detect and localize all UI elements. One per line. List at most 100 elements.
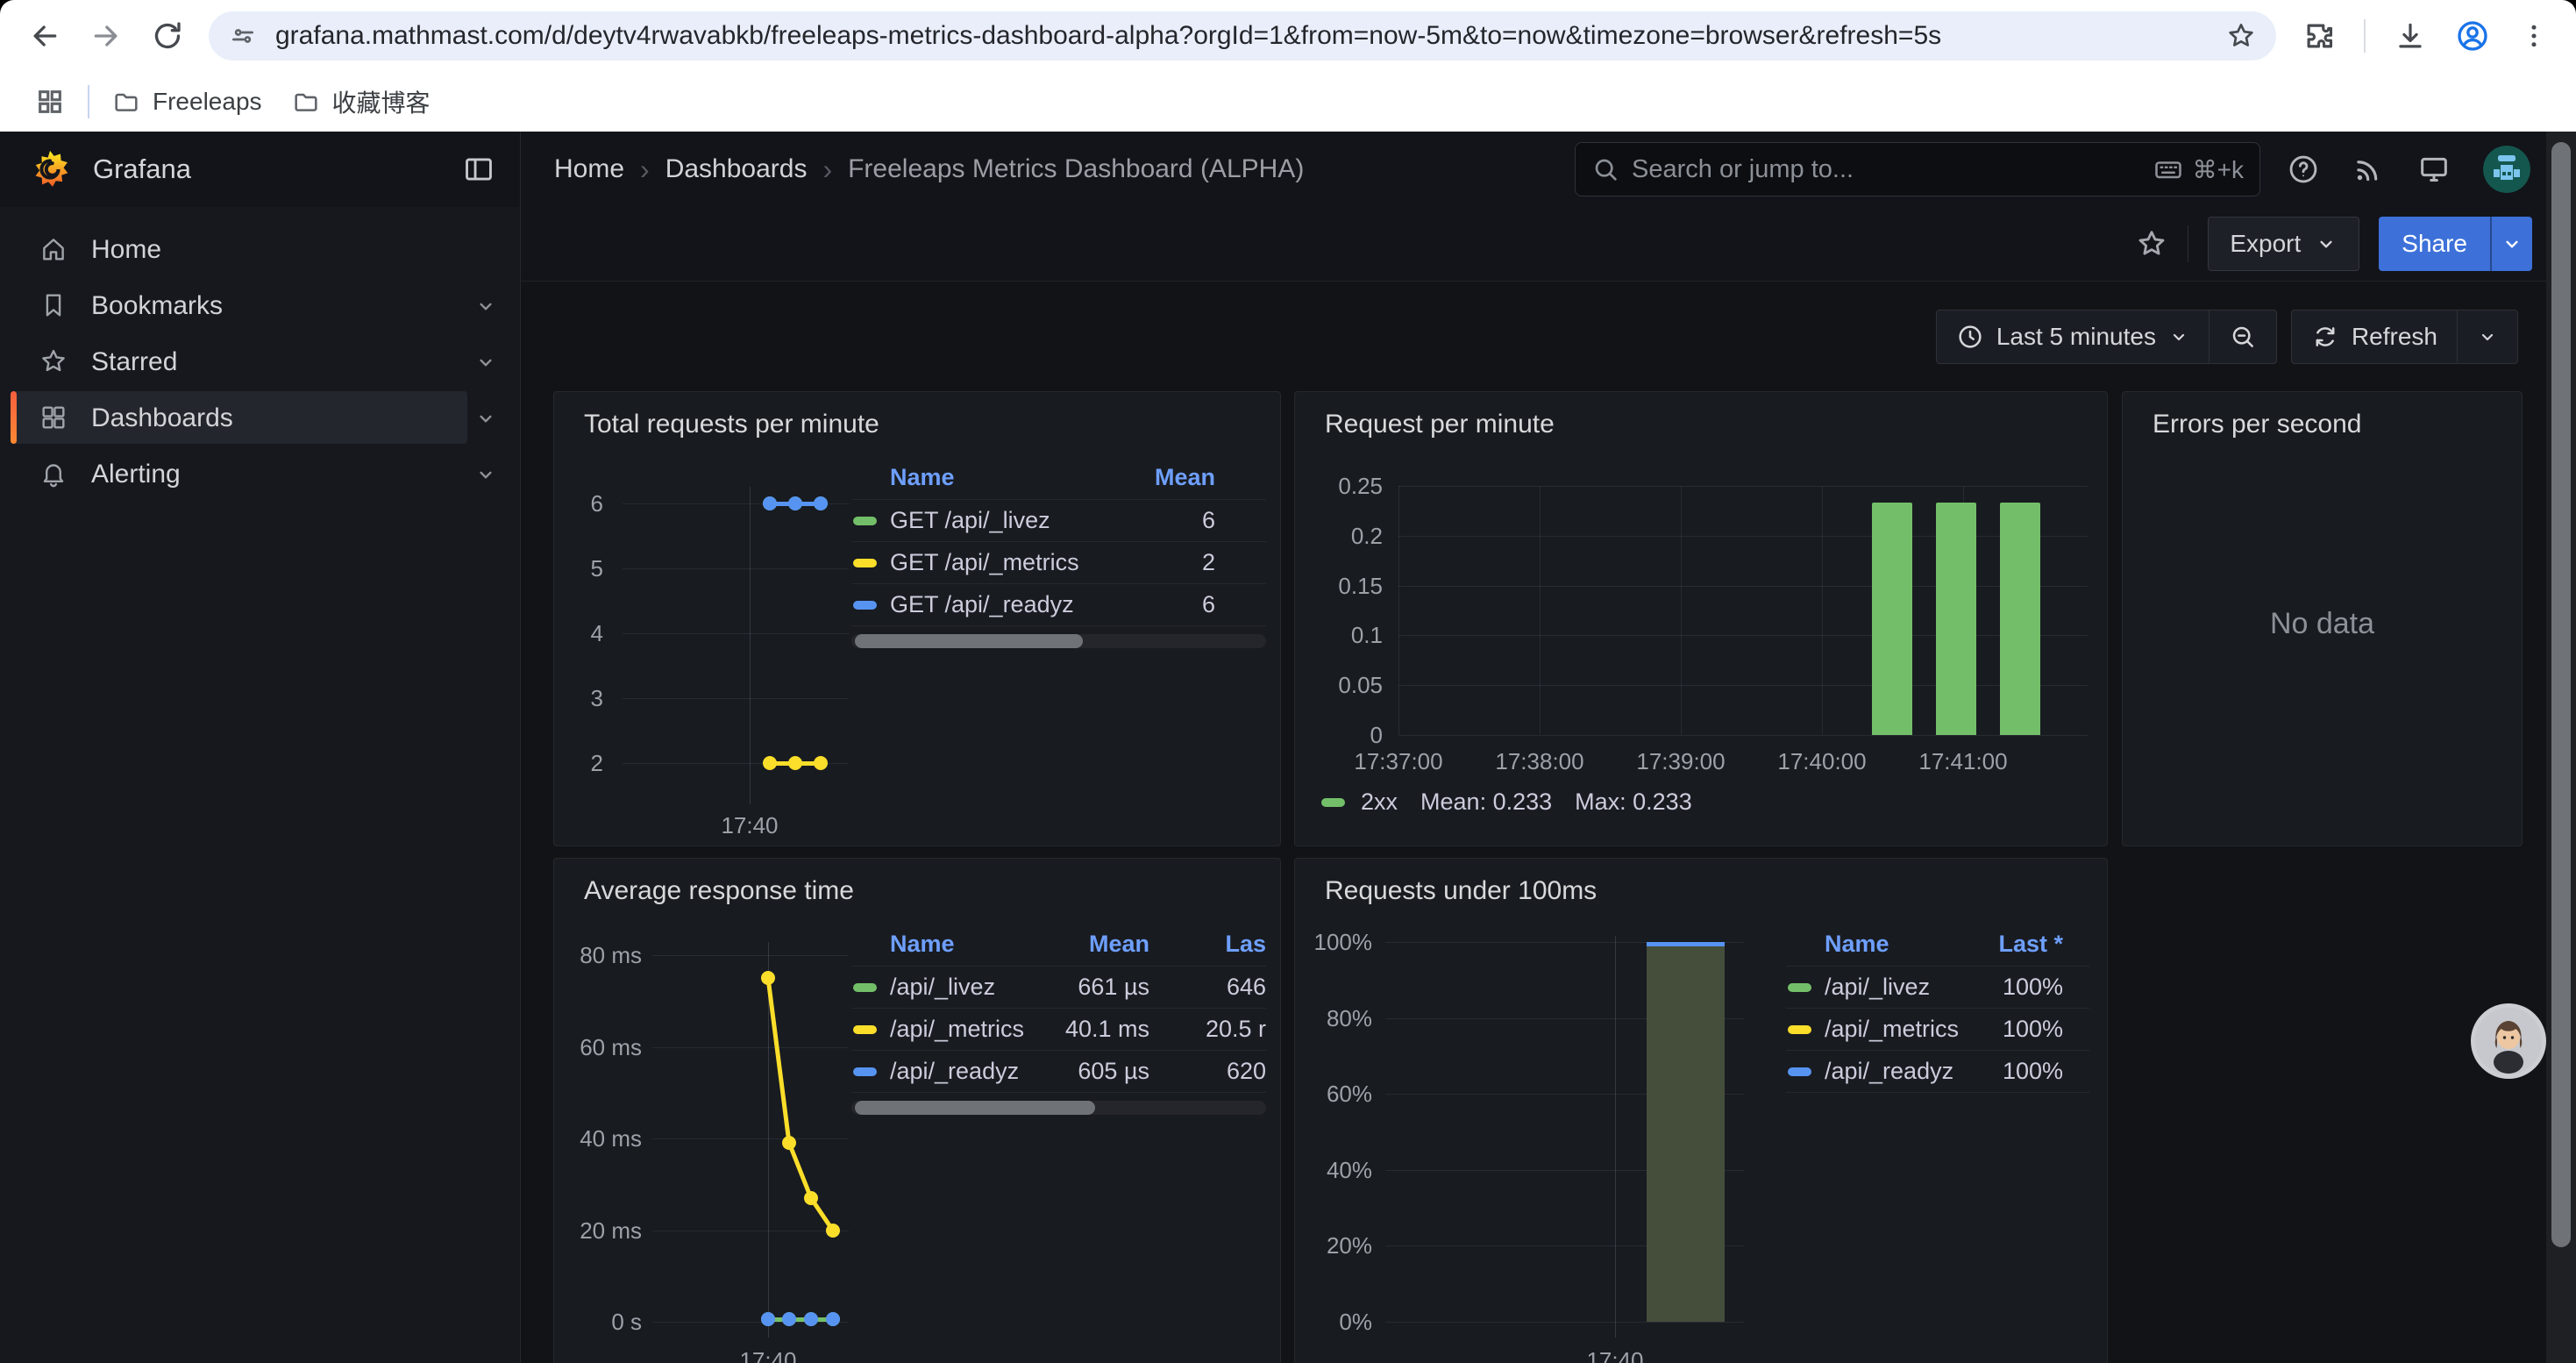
news-rss-icon[interactable] xyxy=(2352,153,2385,186)
legend-swatch[interactable] xyxy=(853,1067,877,1076)
user-avatar[interactable] xyxy=(2483,146,2530,193)
kiosk-monitor-icon[interactable] xyxy=(2416,152,2451,187)
legend-value: 605 µs xyxy=(1078,1058,1149,1085)
legend-column-header[interactable]: Mean xyxy=(1155,464,1215,491)
sidebar-item-dashboards[interactable]: Dashboards xyxy=(0,389,520,446)
apps-grid-icon[interactable] xyxy=(35,87,65,117)
panel-title[interactable]: Errors per second xyxy=(2153,410,2361,439)
export-button[interactable]: Export xyxy=(2208,217,2359,271)
folder-icon xyxy=(112,88,140,116)
legend-series-name[interactable]: /api/_metrics xyxy=(890,1016,1024,1043)
legend-row[interactable]: /api/_readyz605 µs620 xyxy=(851,1051,1266,1093)
legend-series-name[interactable]: /api/_readyz xyxy=(890,1058,1019,1085)
sidebar-item-bookmarks[interactable]: Bookmarks xyxy=(0,277,520,333)
bookmark-item[interactable]: 收藏博客 xyxy=(292,84,431,119)
sidebar-item-starred[interactable]: Starred xyxy=(0,333,520,389)
legend-swatch[interactable] xyxy=(1788,1067,1811,1076)
panel-title[interactable]: Total requests per minute xyxy=(584,410,879,439)
legend-series-name[interactable]: /api/_metrics xyxy=(1825,1016,1959,1043)
refresh-interval-button[interactable] xyxy=(2458,310,2517,363)
y-tick-label: 2 xyxy=(554,749,603,777)
legend-series-name[interactable]: GET /api/_readyz xyxy=(890,591,1074,618)
legend-series-name[interactable]: /api/_livez xyxy=(890,974,995,1001)
legend-column-header[interactable]: Name xyxy=(890,931,955,958)
legend-row[interactable]: 2xxMean: 0.233Max: 0.233 xyxy=(1321,789,1692,816)
grafana-body: Home BookmarksStarredDashboardsAlerting E… xyxy=(0,207,2576,1363)
legend-row[interactable]: /api/_readyz100% xyxy=(1786,1051,2089,1093)
bookmark-star-icon[interactable] xyxy=(2225,20,2257,52)
bookmark-item[interactable]: Freeleaps xyxy=(112,84,262,119)
y-tick-label: 4 xyxy=(554,619,603,647)
legend-series-name[interactable]: /api/_livez xyxy=(1825,974,1930,1001)
assistant-avatar[interactable] xyxy=(2471,1003,2546,1079)
url-text[interactable]: grafana.mathmast.com/d/deytv4rwavabkb/fr… xyxy=(275,21,2215,51)
legend-series-name[interactable]: 2xx xyxy=(1361,789,1398,816)
legend-row[interactable]: GET /api/_readyz 6 xyxy=(851,584,1266,626)
panel-title[interactable]: Average response time xyxy=(584,876,854,906)
breadcrumb-dashboards[interactable]: Dashboards xyxy=(665,154,808,184)
legend-scrollbar[interactable] xyxy=(851,634,1266,648)
legend-row[interactable]: /api/_livez100% xyxy=(1786,967,2089,1009)
legend-swatch[interactable] xyxy=(853,1025,877,1034)
chevron-down-icon[interactable] xyxy=(474,463,497,486)
legend-series-name[interactable]: /api/_readyz xyxy=(1825,1058,1953,1085)
forward-icon[interactable] xyxy=(82,12,130,60)
legend-swatch[interactable] xyxy=(1321,798,1345,807)
panel-title[interactable]: Requests under 100ms xyxy=(1325,876,1597,906)
download-icon[interactable] xyxy=(2394,19,2427,53)
legend-series-name[interactable]: GET /api/_livez xyxy=(890,507,1050,534)
data-point xyxy=(826,1224,840,1238)
legend-column-header[interactable]: Name xyxy=(890,464,955,491)
share-split-button: Share xyxy=(2379,217,2532,271)
chevron-down-icon[interactable] xyxy=(474,351,497,374)
sidebar-item-label: Home xyxy=(91,235,161,265)
legend-swatch[interactable] xyxy=(853,983,877,992)
panel-title[interactable]: Request per minute xyxy=(1325,410,1555,439)
legend-column-header[interactable]: Last * xyxy=(1998,931,2063,958)
legend-column-header[interactable]: Name xyxy=(1825,931,1889,958)
help-icon[interactable] xyxy=(2287,153,2320,186)
chevron-down-icon[interactable] xyxy=(474,295,497,318)
extensions-icon[interactable] xyxy=(2302,19,2336,53)
legend-column-header[interactable]: Mean xyxy=(1089,931,1149,958)
grid-line-vertical xyxy=(1540,486,1541,735)
scrollbar-thumb[interactable] xyxy=(2551,142,2571,1247)
legend-swatch[interactable] xyxy=(853,601,877,610)
grid-line xyxy=(1398,486,2088,487)
zoom-out-button[interactable] xyxy=(2210,310,2276,363)
legend-swatch[interactable] xyxy=(853,559,877,567)
legend-row[interactable]: /api/_metrics40.1 ms20.5 r xyxy=(851,1009,1266,1051)
star-dashboard-icon[interactable] xyxy=(2135,227,2168,260)
sidebar-item-home[interactable]: Home xyxy=(0,221,520,277)
legend-swatch[interactable] xyxy=(1788,1025,1811,1034)
sidebar-item-alerting[interactable]: Alerting xyxy=(0,446,520,502)
legend-row[interactable]: GET /api/_metrics2 xyxy=(851,542,1266,584)
profile-icon[interactable] xyxy=(2455,18,2490,54)
legend-column-header[interactable]: Las xyxy=(1225,931,1266,958)
legend-series-name[interactable]: GET /api/_metrics xyxy=(890,549,1079,576)
reload-icon[interactable] xyxy=(144,12,191,60)
legend-scrollbar-thumb[interactable] xyxy=(855,1101,1095,1115)
legend-scrollbar[interactable] xyxy=(851,1101,1266,1115)
address-bar[interactable]: grafana.mathmast.com/d/deytv4rwavabkb/fr… xyxy=(209,11,2276,61)
page-scrollbar[interactable] xyxy=(2546,132,2576,1363)
grafana-logo-icon[interactable] xyxy=(30,149,70,189)
legend-value: 6 xyxy=(1202,591,1215,618)
chevron-down-icon[interactable] xyxy=(474,407,497,430)
share-button[interactable]: Share xyxy=(2379,217,2490,271)
back-icon[interactable] xyxy=(21,12,68,60)
legend-swatch[interactable] xyxy=(1788,983,1811,992)
legend-row[interactable]: /api/_livez661 µs646 xyxy=(851,967,1266,1009)
legend-row[interactable]: /api/_metrics100% xyxy=(1786,1009,2089,1051)
browser-menu-icon[interactable] xyxy=(2518,20,2550,52)
time-range-picker[interactable]: Last 5 minutes xyxy=(1937,310,2209,363)
legend-row[interactable]: GET /api/_livez6 xyxy=(851,500,1266,542)
breadcrumb-home[interactable]: Home xyxy=(554,154,624,184)
dock-menu-icon[interactable] xyxy=(462,153,495,186)
legend-scrollbar-thumb[interactable] xyxy=(855,634,1083,648)
search-input[interactable]: Search or jump to... ⌘+k xyxy=(1575,142,2260,196)
site-settings-icon[interactable] xyxy=(223,16,263,56)
legend-swatch[interactable] xyxy=(853,517,877,525)
share-menu-button[interactable] xyxy=(2490,217,2532,271)
refresh-button[interactable]: Refresh xyxy=(2292,310,2457,363)
